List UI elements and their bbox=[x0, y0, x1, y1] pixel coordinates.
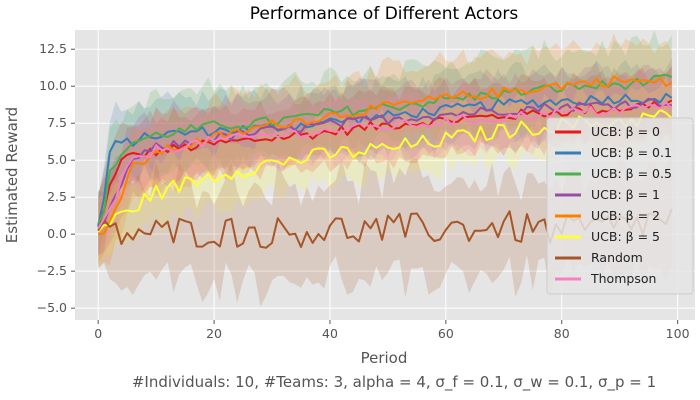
x-tick-label: 20 bbox=[206, 326, 222, 341]
x-tick-label: 80 bbox=[554, 326, 570, 341]
confidence-band bbox=[98, 76, 672, 266]
x-tick-label: 0 bbox=[94, 326, 102, 341]
x-tick-label: 40 bbox=[322, 326, 338, 341]
series-line bbox=[97, 73, 673, 225]
confidence-band bbox=[98, 30, 672, 255]
series-line bbox=[97, 92, 673, 227]
x-axis-label: Period bbox=[361, 349, 408, 367]
y-tick-label: 7.5 bbox=[47, 115, 67, 130]
legend-entry: Random bbox=[591, 250, 643, 265]
y-axis-ticks: −5.0 −2.5 0.0 2.5 5.0 7.5 10.0 12.5 bbox=[37, 41, 75, 315]
chart-title: Performance of Different Actors bbox=[250, 4, 519, 24]
x-tick-label: 60 bbox=[438, 326, 454, 341]
legend-entry: Thompson bbox=[590, 271, 656, 286]
legend-entry: UCB: β = 1 bbox=[591, 187, 660, 202]
legend-entry: UCB: β = 0.5 bbox=[591, 166, 672, 181]
legend: UCB: β = 0 UCB: β = 0.1 UCB: β = 0.5 UCB: β… bbox=[546, 117, 694, 295]
y-tick-label: −2.5 bbox=[37, 263, 67, 278]
y-axis-label: Estimated Reward bbox=[3, 107, 21, 243]
x-axis-ticks: 0 20 40 60 80 100 bbox=[94, 320, 690, 341]
series-line bbox=[97, 101, 673, 229]
series-lines bbox=[97, 73, 673, 249]
y-tick-label: −5.0 bbox=[37, 300, 67, 315]
legend-entry: UCB: β = 5 bbox=[591, 229, 660, 244]
x-tick-label: 100 bbox=[666, 326, 690, 341]
y-tick-label: 12.5 bbox=[39, 41, 67, 56]
legend-entry: UCB: β = 0.1 bbox=[591, 145, 672, 160]
legend-box bbox=[546, 117, 694, 295]
y-tick-label: 2.5 bbox=[47, 189, 67, 204]
legend-entry: UCB: β = 0 bbox=[591, 124, 660, 139]
chart-caption: #Individuals: 10, #Teams: 3, alpha = 4, … bbox=[132, 373, 656, 392]
legend-entry: UCB: β = 2 bbox=[591, 208, 660, 223]
y-tick-label: 5.0 bbox=[47, 152, 67, 167]
y-tick-label: 0.0 bbox=[47, 226, 67, 241]
confidence-band bbox=[98, 68, 672, 255]
series-line bbox=[98, 75, 673, 236]
y-tick-label: 10.0 bbox=[39, 78, 67, 93]
